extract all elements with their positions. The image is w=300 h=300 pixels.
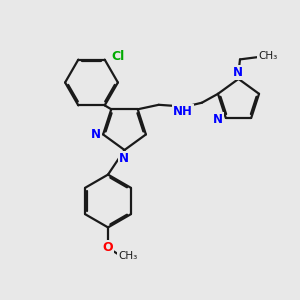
Text: N: N xyxy=(233,66,243,79)
Text: CH₃: CH₃ xyxy=(118,250,137,261)
Text: NH: NH xyxy=(173,105,193,118)
Text: N: N xyxy=(119,152,129,165)
Text: O: O xyxy=(103,241,113,254)
Text: N: N xyxy=(91,128,100,141)
Text: N: N xyxy=(213,113,223,126)
Text: Cl: Cl xyxy=(112,50,125,62)
Text: CH₃: CH₃ xyxy=(258,51,277,62)
